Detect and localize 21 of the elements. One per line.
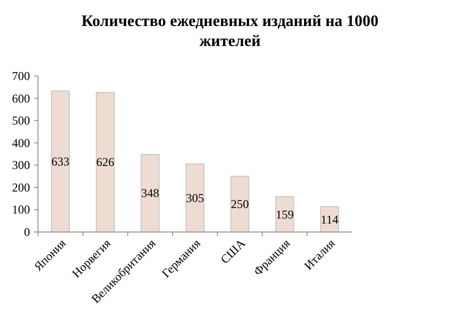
data-label: 114 (320, 212, 338, 226)
y-tick-label: 300 (12, 158, 30, 172)
data-label: 250 (230, 197, 249, 212)
data-label: 348 (141, 186, 160, 200)
chart-title: Количество ежедневных изданий на 1000 жителей (81, 13, 379, 50)
y-tick-label: 500 (12, 114, 30, 128)
y-tick-label: 100 (12, 202, 30, 217)
bar (230, 176, 250, 232)
y-tick-label: 600 (12, 91, 30, 106)
bar (50, 90, 70, 232)
bar (140, 154, 160, 232)
data-label: 626 (96, 155, 114, 170)
y-tick-label: 200 (12, 180, 30, 194)
bar (186, 164, 204, 232)
y-tick-label: 700 (12, 69, 30, 83)
data-label: 305 (186, 191, 204, 206)
y-tick-label: 0 (24, 225, 30, 239)
y-tick-label: 400 (12, 136, 30, 150)
data-label: 159 (276, 207, 294, 222)
bar (96, 92, 115, 232)
data-label: 633 (51, 154, 70, 168)
